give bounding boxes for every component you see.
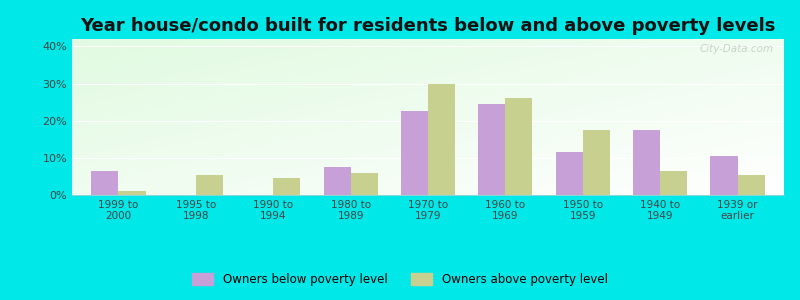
Title: Year house/condo built for residents below and above poverty levels: Year house/condo built for residents bel… <box>80 17 776 35</box>
Bar <box>556 152 582 195</box>
Bar <box>350 173 378 195</box>
Bar <box>506 98 533 195</box>
Bar <box>323 167 350 195</box>
Bar <box>633 130 660 195</box>
Bar <box>710 156 738 195</box>
Bar <box>428 84 455 195</box>
Legend: Owners below poverty level, Owners above poverty level: Owners below poverty level, Owners above… <box>187 268 613 291</box>
Text: City-Data.com: City-Data.com <box>699 44 774 54</box>
Bar <box>196 175 223 195</box>
Bar <box>582 130 610 195</box>
Bar <box>401 111 428 195</box>
Bar <box>91 171 118 195</box>
Bar <box>118 191 146 195</box>
Bar <box>478 104 506 195</box>
Bar <box>738 175 765 195</box>
Bar <box>660 171 687 195</box>
Bar <box>274 178 300 195</box>
